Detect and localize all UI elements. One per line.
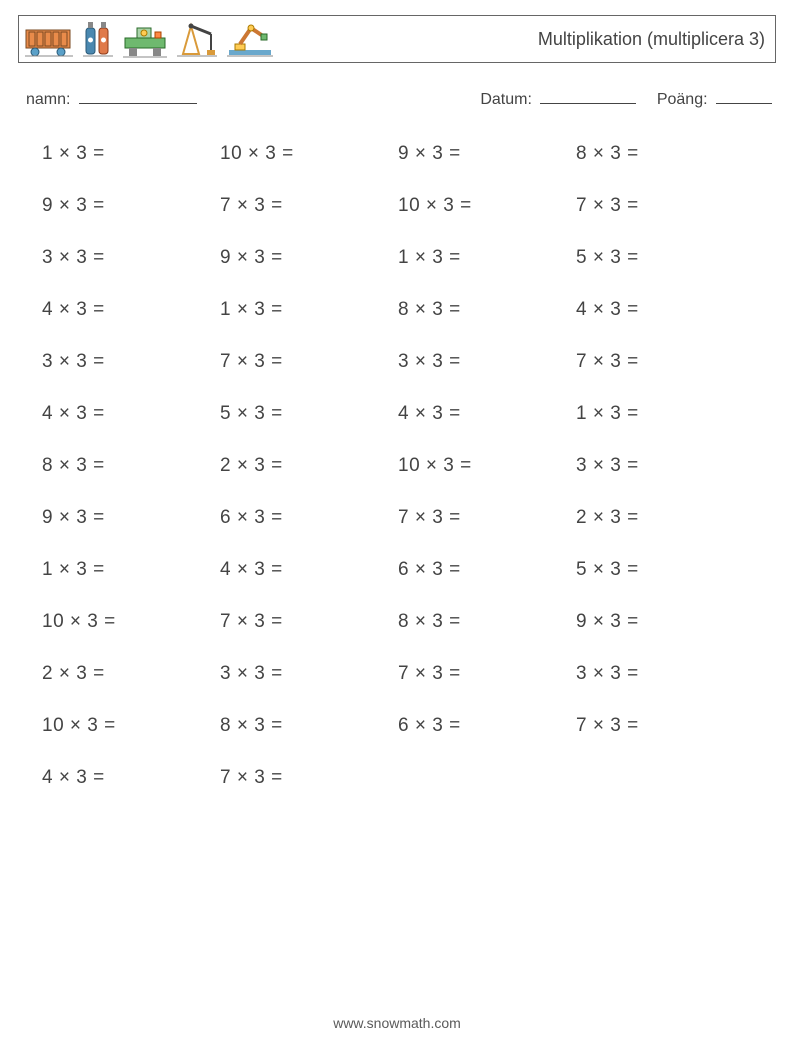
problem-cell: 6 × 3 = xyxy=(220,507,398,529)
problem-cell: 1 × 3 = xyxy=(220,299,398,321)
machine-icon xyxy=(123,22,167,58)
grid-row: 10 × 3 =8 × 3 =6 × 3 =7 × 3 = xyxy=(42,715,776,767)
problem-cell: 7 × 3 = xyxy=(220,351,398,373)
problem-cell: 7 × 3 = xyxy=(576,715,754,737)
grid-row: 4 × 3 =1 × 3 =8 × 3 =4 × 3 = xyxy=(42,299,776,351)
name-label: namn: xyxy=(26,91,70,108)
problem-cell: 9 × 3 = xyxy=(220,247,398,269)
problem-cell: 5 × 3 = xyxy=(576,559,754,581)
problem-cell: 2 × 3 = xyxy=(220,455,398,477)
problem-cell: 6 × 3 = xyxy=(398,715,576,737)
problem-cell: 7 × 3 = xyxy=(398,507,576,529)
problem-cell: 5 × 3 = xyxy=(576,247,754,269)
worksheet-page: Multiplikation (multiplicera 3) namn: Da… xyxy=(0,0,794,1053)
problem-cell: 8 × 3 = xyxy=(576,143,754,165)
grid-row: 8 × 3 =2 × 3 =10 × 3 =3 × 3 = xyxy=(42,455,776,507)
meta-line: namn: Datum: Poäng: xyxy=(18,89,776,109)
grid-row: 1 × 3 =4 × 3 =6 × 3 =5 × 3 = xyxy=(42,559,776,611)
gas-cylinders-icon xyxy=(83,20,113,58)
problem-cell: 7 × 3 = xyxy=(576,195,754,217)
problem-cell: 4 × 3 = xyxy=(42,299,220,321)
problem-cell: 4 × 3 = xyxy=(220,559,398,581)
problem-cell: 8 × 3 = xyxy=(42,455,220,477)
train-icon xyxy=(25,24,73,58)
problem-cell: 3 × 3 = xyxy=(576,455,754,477)
problem-cell: 3 × 3 = xyxy=(398,351,576,373)
problem-cell: 2 × 3 = xyxy=(576,507,754,529)
problem-cell: 10 × 3 = xyxy=(220,143,398,165)
robot-arm-icon xyxy=(227,20,273,58)
problem-cell: 10 × 3 = xyxy=(398,195,576,217)
problem-cell: 4 × 3 = xyxy=(576,299,754,321)
problem-cell: 6 × 3 = xyxy=(398,559,576,581)
grid-row: 9 × 3 =7 × 3 =10 × 3 =7 × 3 = xyxy=(42,195,776,247)
problem-cell: 10 × 3 = xyxy=(42,715,220,737)
grid-row: 9 × 3 =6 × 3 =7 × 3 =2 × 3 = xyxy=(42,507,776,559)
grid-row: 2 × 3 =3 × 3 =7 × 3 =3 × 3 = xyxy=(42,663,776,715)
problem-cell: 4 × 3 = xyxy=(398,403,576,425)
footer-url: www.snowmath.com xyxy=(0,1015,794,1031)
problem-cell: 1 × 3 = xyxy=(42,559,220,581)
problem-cell: 7 × 3 = xyxy=(220,611,398,633)
problems-grid: 1 × 3 =10 × 3 =9 × 3 =8 × 3 =9 × 3 =7 × … xyxy=(18,143,776,819)
header-icons xyxy=(25,20,273,58)
grid-row: 4 × 3 =5 × 3 =4 × 3 =1 × 3 = xyxy=(42,403,776,455)
worksheet-title: Multiplikation (multiplicera 3) xyxy=(538,29,765,50)
oil-pump-icon xyxy=(177,20,217,58)
date-label: Datum: xyxy=(480,91,532,108)
problem-cell: 9 × 3 = xyxy=(398,143,576,165)
problem-cell: 8 × 3 = xyxy=(398,299,576,321)
problem-cell: 7 × 3 = xyxy=(220,767,398,789)
problem-cell: 9 × 3 = xyxy=(42,195,220,217)
score-label: Poäng: xyxy=(657,91,708,108)
grid-row: 3 × 3 =7 × 3 =3 × 3 =7 × 3 = xyxy=(42,351,776,403)
problem-cell: 1 × 3 = xyxy=(576,403,754,425)
problem-cell: 7 × 3 = xyxy=(576,351,754,373)
problem-cell: 10 × 3 = xyxy=(398,455,576,477)
grid-row: 4 × 3 =7 × 3 = xyxy=(42,767,776,819)
grid-row: 3 × 3 =9 × 3 =1 × 3 =5 × 3 = xyxy=(42,247,776,299)
problem-cell: 1 × 3 = xyxy=(42,143,220,165)
problem-cell: 1 × 3 = xyxy=(398,247,576,269)
problem-cell: 7 × 3 = xyxy=(398,663,576,685)
problem-cell: 8 × 3 = xyxy=(220,715,398,737)
problem-cell: 9 × 3 = xyxy=(42,507,220,529)
grid-row: 1 × 3 =10 × 3 =9 × 3 =8 × 3 = xyxy=(42,143,776,195)
date-blank[interactable] xyxy=(540,89,636,104)
grid-row: 10 × 3 =7 × 3 =8 × 3 =9 × 3 = xyxy=(42,611,776,663)
header-box: Multiplikation (multiplicera 3) xyxy=(18,15,776,63)
problem-cell: 2 × 3 = xyxy=(42,663,220,685)
problem-cell: 3 × 3 = xyxy=(42,247,220,269)
name-blank[interactable] xyxy=(79,89,197,104)
problem-cell: 3 × 3 = xyxy=(42,351,220,373)
problem-cell: 4 × 3 = xyxy=(42,767,220,789)
problem-cell: 3 × 3 = xyxy=(576,663,754,685)
problem-cell: 4 × 3 = xyxy=(42,403,220,425)
problem-cell: 8 × 3 = xyxy=(398,611,576,633)
problem-cell: 5 × 3 = xyxy=(220,403,398,425)
name-field: namn: xyxy=(26,89,197,109)
date-score-fields: Datum: Poäng: xyxy=(480,89,772,109)
problem-cell: 7 × 3 = xyxy=(220,195,398,217)
problem-cell: 10 × 3 = xyxy=(42,611,220,633)
problem-cell: 3 × 3 = xyxy=(220,663,398,685)
problem-cell: 9 × 3 = xyxy=(576,611,754,633)
score-blank[interactable] xyxy=(716,89,772,104)
